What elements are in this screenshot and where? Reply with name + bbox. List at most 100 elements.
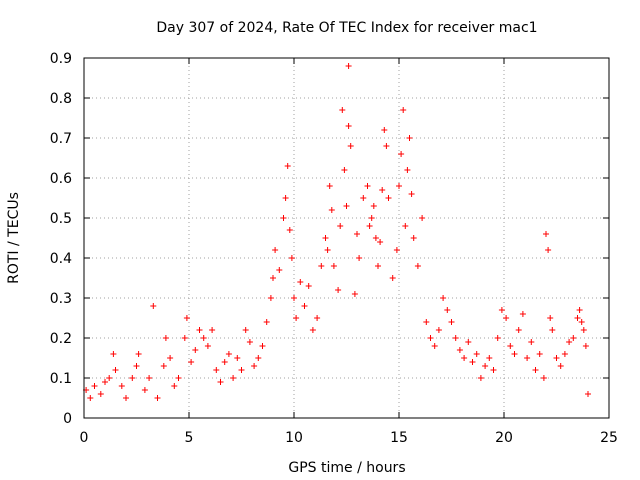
data-point	[305, 283, 312, 289]
data-point	[167, 355, 174, 361]
data-point	[309, 327, 316, 333]
data-point	[414, 263, 421, 269]
data-point	[154, 395, 161, 401]
data-point	[322, 235, 329, 241]
y-tick-label: 0.7	[50, 131, 72, 147]
data-point	[217, 379, 224, 385]
data-point	[162, 335, 169, 341]
data-point	[408, 191, 415, 197]
data-point	[171, 383, 178, 389]
data-point	[293, 315, 300, 321]
data-point	[511, 351, 518, 357]
data-point	[419, 215, 426, 221]
data-point	[192, 347, 199, 353]
data-point	[389, 275, 396, 281]
data-point	[324, 247, 331, 253]
data-point	[423, 319, 430, 325]
data-point	[175, 375, 182, 381]
data-point	[97, 391, 104, 397]
data-point	[209, 327, 216, 333]
data-point	[181, 335, 188, 341]
data-point	[204, 343, 211, 349]
y-tick-label: 0.9	[50, 51, 72, 67]
data-point	[448, 319, 455, 325]
data-point	[242, 327, 249, 333]
plot-frame	[83, 57, 610, 419]
data-point	[574, 315, 581, 321]
data-point	[110, 351, 117, 357]
data-point	[410, 235, 417, 241]
data-point	[547, 315, 554, 321]
data-point	[351, 291, 358, 297]
y-tick-label: 0.1	[50, 371, 72, 387]
data-point	[553, 355, 560, 361]
data-point	[452, 335, 459, 341]
x-tick-label: 10	[285, 430, 303, 446]
data-point	[282, 195, 289, 201]
data-point	[557, 363, 564, 369]
data-point	[578, 319, 585, 325]
data-point	[494, 335, 501, 341]
data-point	[540, 375, 547, 381]
data-point	[375, 263, 381, 269]
data-point	[301, 303, 308, 309]
data-point	[406, 135, 413, 141]
data-point	[536, 351, 543, 357]
data-point	[528, 339, 535, 345]
data-point	[444, 307, 451, 313]
data-point	[519, 311, 526, 317]
data-point	[393, 247, 400, 253]
data-point	[370, 203, 377, 209]
data-point	[286, 227, 293, 233]
data-point	[330, 263, 337, 269]
y-tick-label: 0	[63, 411, 72, 427]
x-axis-label: GPS time / hours	[288, 460, 405, 476]
data-point	[400, 107, 407, 113]
data-point	[383, 143, 390, 149]
y-tick-label: 0.2	[50, 331, 72, 347]
data-point	[381, 127, 388, 133]
data-point	[337, 223, 344, 229]
data-point	[440, 295, 447, 301]
data-point	[238, 367, 245, 373]
data-point	[230, 375, 237, 381]
data-point	[566, 339, 573, 345]
x-tick-label: 15	[390, 430, 408, 446]
data-point	[339, 107, 346, 113]
data-point	[490, 367, 497, 373]
data-point	[318, 263, 325, 269]
data-point	[251, 363, 258, 369]
data-point	[515, 327, 522, 333]
data-point	[160, 363, 167, 369]
data-points	[83, 63, 591, 401]
data-point	[486, 355, 493, 361]
data-point	[246, 339, 253, 345]
data-point	[221, 359, 228, 365]
data-point	[570, 335, 577, 341]
data-point	[364, 183, 371, 189]
x-tick-label: 5	[185, 430, 194, 446]
data-point	[347, 143, 354, 149]
data-point	[582, 343, 589, 349]
data-point	[427, 335, 434, 341]
data-point	[477, 375, 484, 381]
data-point	[377, 239, 384, 245]
data-point	[366, 223, 373, 229]
data-point	[118, 383, 125, 389]
data-point	[354, 231, 360, 237]
data-point	[345, 123, 352, 129]
data-point	[456, 347, 463, 353]
data-point	[561, 351, 568, 357]
data-point	[123, 395, 129, 401]
data-point	[345, 63, 352, 69]
data-point	[129, 375, 136, 381]
data-point	[280, 215, 287, 221]
data-point	[341, 167, 348, 173]
data-point	[213, 367, 220, 373]
data-point	[263, 319, 270, 325]
y-tick-label: 0.6	[50, 171, 72, 187]
x-tick-label: 25	[600, 430, 618, 446]
axis-ticks	[83, 57, 610, 419]
tick-labels: 0 5 10 15 20 25 0 0.1 0.2 0.3 0.4 0.5 0.6 0.7 0.8 0.9	[50, 51, 618, 446]
